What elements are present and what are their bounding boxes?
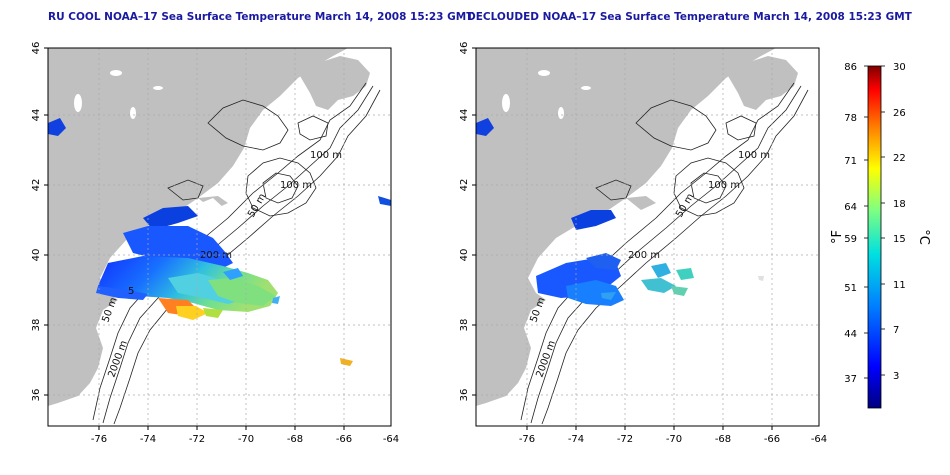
colorbar-tick-f: 51 xyxy=(844,283,857,294)
x-tick-label: -76 xyxy=(91,434,107,445)
map1-grid xyxy=(48,48,391,426)
colorbar-celsius-label: °C xyxy=(916,229,931,245)
x-tick-label: -74 xyxy=(568,434,584,445)
colorbar-tick-c: 3 xyxy=(893,371,899,382)
map1-land: 100 m 100 m 50 m 200 m 50 m 2000 m 5 xyxy=(48,48,391,425)
contour-label: 100 m xyxy=(708,180,740,191)
map1-frame xyxy=(47,47,392,427)
y-tick-label: 44 xyxy=(459,109,470,122)
y-tick-label: 38 xyxy=(31,319,42,332)
map2-x-axis: -76 -74 -72 -70 -68 -66 -64 xyxy=(519,434,827,445)
y-tick-label: 36 xyxy=(459,389,470,402)
map1-x-axis: -76 -74 -72 -70 -68 -66 -64 xyxy=(91,434,399,445)
colorbar-ticks xyxy=(864,65,885,379)
contour-label: 200 m xyxy=(628,250,660,261)
x-tick-label: -66 xyxy=(764,434,780,445)
contour-label: 200 m xyxy=(200,250,232,261)
map2-grid xyxy=(476,48,819,426)
colorbar-tick-c: 15 xyxy=(893,234,906,245)
y-tick-label: 42 xyxy=(459,179,470,192)
map-title-raw: RU COOL NOAA–17 Sea Surface Temperature … xyxy=(48,11,474,23)
colorbar-celsius-ticks: 30 26 22 18 15 11 7 3 xyxy=(893,62,906,382)
x-tick-label: -64 xyxy=(383,434,399,445)
y-tick-label: 38 xyxy=(459,319,470,332)
y-tick-label: 44 xyxy=(31,109,42,122)
contour-label: 5 xyxy=(128,286,134,297)
colorbar-tick-c: 26 xyxy=(893,108,906,119)
x-tick-label: -72 xyxy=(189,434,205,445)
x-tick-label: -76 xyxy=(519,434,535,445)
map2-ticks xyxy=(472,47,773,430)
colorbar-tick-f: 44 xyxy=(844,329,857,340)
x-tick-label: -68 xyxy=(287,434,303,445)
x-tick-label: -72 xyxy=(617,434,633,445)
x-tick-label: -70 xyxy=(666,434,682,445)
map1-ticks xyxy=(44,47,345,430)
colorbar-tick-f: 64 xyxy=(844,202,857,213)
colorbar-tick-f: 37 xyxy=(844,374,857,385)
y-tick-label: 36 xyxy=(31,389,42,402)
colorbar-tick-c: 7 xyxy=(893,325,899,336)
y-tick-label: 46 xyxy=(31,42,42,55)
x-tick-label: -68 xyxy=(715,434,731,445)
map2-frame xyxy=(475,47,820,427)
y-tick-label: 40 xyxy=(459,249,470,262)
y-tick-label: 42 xyxy=(31,179,42,192)
colorbar-fahrenheit-ticks: 86 78 71 64 59 51 44 37 xyxy=(844,62,857,385)
contour-label: 100 m xyxy=(738,150,770,161)
colorbar-tick-f: 86 xyxy=(844,62,857,73)
y-tick-label: 40 xyxy=(31,249,42,262)
y-tick-label: 46 xyxy=(459,42,470,55)
colorbar-tick-f: 78 xyxy=(844,113,857,124)
colorbar-fahrenheit-label: °F xyxy=(830,230,845,244)
colorbar-gradient xyxy=(867,65,882,409)
contour-label: 100 m xyxy=(280,180,312,191)
map2-sst-pixels xyxy=(476,118,764,306)
map1-sst-pixels xyxy=(48,118,391,366)
map2-land: 100 m 100 m 50 m 200 m 50 m 2000 m xyxy=(476,48,809,425)
colorbar-tick-c: 11 xyxy=(893,280,906,291)
x-tick-label: -74 xyxy=(140,434,156,445)
colorbar-tick-c: 30 xyxy=(893,62,906,73)
colorbar-tick-f: 59 xyxy=(844,234,857,245)
colorbar-tick-c: 18 xyxy=(893,199,906,210)
map2-y-axis: 36 38 40 42 44 46 xyxy=(459,42,470,402)
x-tick-label: -66 xyxy=(336,434,352,445)
map1-y-axis: 36 38 40 42 44 46 xyxy=(31,42,42,402)
map-panel-raw: 100 m 100 m 50 m 200 m 50 m 2000 m 5 -76… xyxy=(31,42,399,445)
colorbar: 86 78 71 64 59 51 44 37 30 26 22 18 15 1… xyxy=(830,62,931,409)
x-tick-label: -64 xyxy=(811,434,827,445)
map-title-declouded: DECLOUDED NOAA–17 Sea Surface Temperatur… xyxy=(467,11,912,23)
map-panel-declouded: 100 m 100 m 50 m 200 m 50 m 2000 m -76 -… xyxy=(459,42,827,445)
colorbar-tick-f: 71 xyxy=(844,156,857,167)
x-tick-label: -70 xyxy=(238,434,254,445)
colorbar-tick-c: 22 xyxy=(893,153,906,164)
contour-label: 100 m xyxy=(310,150,342,161)
